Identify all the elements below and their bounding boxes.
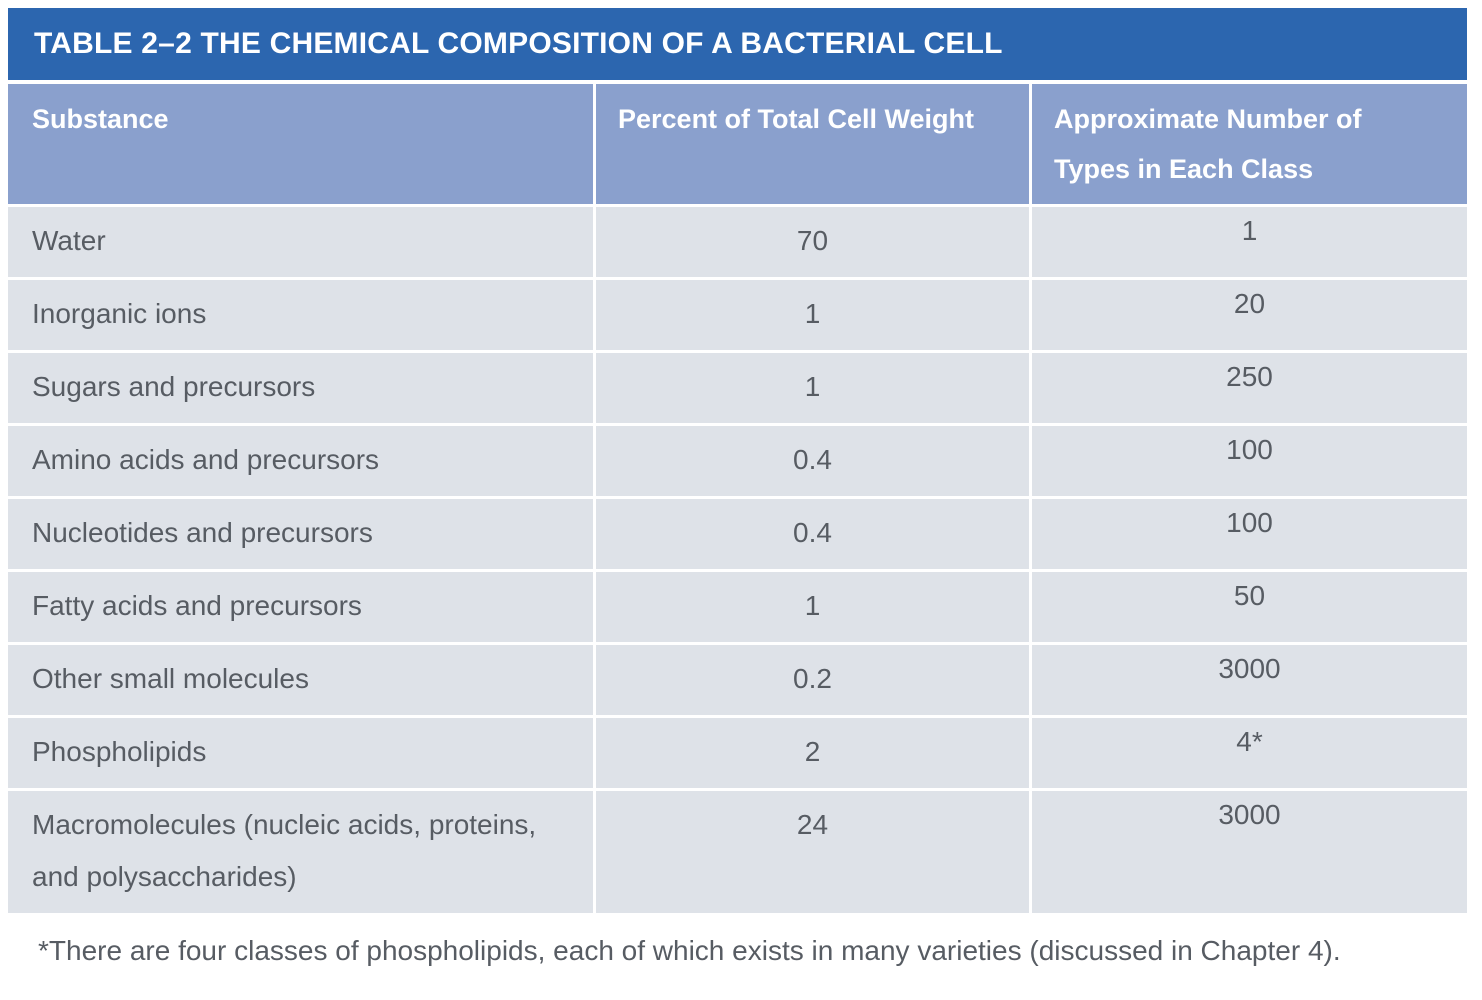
cell-types: 3000 (1032, 791, 1467, 913)
cell-percent: 70 (596, 207, 1029, 277)
cell-percent: 1 (596, 572, 1029, 642)
cell-substance: Phospholipids (8, 718, 593, 788)
cell-substance: Nucleotides and precursors (8, 499, 593, 569)
cell-types: 1 (1032, 207, 1467, 277)
cell-types: 4* (1032, 718, 1467, 788)
cell-types: 100 (1032, 426, 1467, 496)
cell-types: 3000 (1032, 645, 1467, 715)
cell-substance: Macromolecules (nucleic acids, proteins,… (8, 791, 593, 913)
cell-percent: 24 (596, 791, 1029, 913)
table-footnote: *There are four classes of phospholipids… (38, 935, 1341, 966)
cell-percent: 0.4 (596, 426, 1029, 496)
cell-percent: 1 (596, 353, 1029, 423)
column-header-types: Approximate Number of Types in Each Clas… (1032, 84, 1467, 204)
table-title: TABLE 2–2 THE CHEMICAL COMPOSITION OF A … (34, 27, 1003, 60)
cell-substance: Sugars and precursors (8, 353, 593, 423)
table-title-bar: TABLE 2–2 THE CHEMICAL COMPOSITION OF A … (8, 8, 1467, 80)
cell-types: 20 (1032, 280, 1467, 350)
cell-types: 250 (1032, 353, 1467, 423)
cell-percent: 0.4 (596, 499, 1029, 569)
cell-percent: 2 (596, 718, 1029, 788)
cell-substance: Other small molecules (8, 645, 593, 715)
cell-substance: Amino acids and precursors (8, 426, 593, 496)
cell-types: 100 (1032, 499, 1467, 569)
composition-table: Substance Percent of Total Cell Weight A… (8, 84, 1467, 913)
cell-percent: 1 (596, 280, 1029, 350)
cell-substance: Water (8, 207, 593, 277)
cell-percent: 0.2 (596, 645, 1029, 715)
cell-substance: Inorganic ions (8, 280, 593, 350)
cell-substance: Fatty acids and precursors (8, 572, 593, 642)
cell-types: 50 (1032, 572, 1467, 642)
column-header-substance: Substance (8, 84, 593, 204)
column-header-percent: Percent of Total Cell Weight (596, 84, 1029, 204)
